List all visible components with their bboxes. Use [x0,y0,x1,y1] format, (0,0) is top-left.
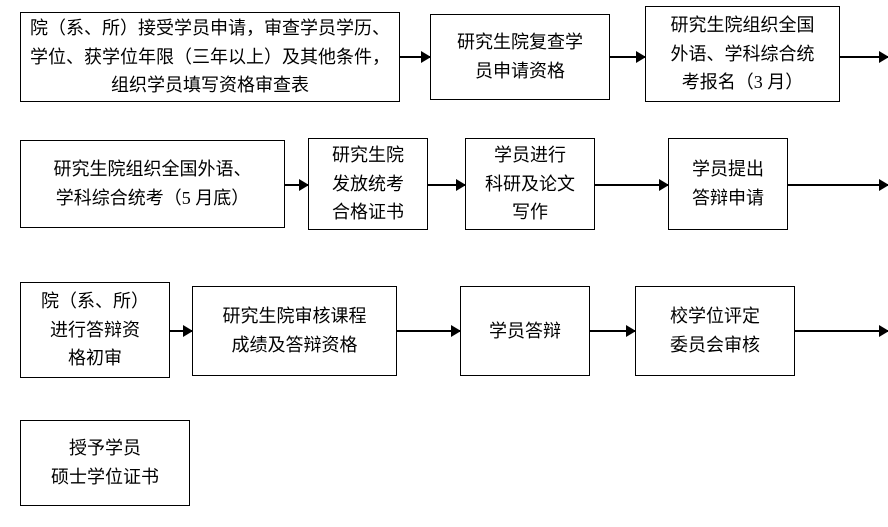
flowchart-node-text: 学员答辩 [481,311,569,352]
flowchart-node: 学员提出 答辩申请 [668,138,788,230]
flowchart-node-text: 研究生院复查学 员申请资格 [449,22,591,92]
flowchart-arrow [170,330,192,332]
flowchart-arrow [795,330,888,332]
flowchart-node: 研究生院审核课程 成绩及答辩资格 [192,286,397,376]
flowchart-node-text: 院（系、所） 进行答辩资 格初审 [33,281,157,379]
flowchart-node-text: 院（系、所）接受学员申请，审查学员学历、学位、获学位年限（三年以上）及其他条件，… [21,8,399,106]
flowchart-arrow [428,184,465,186]
flowchart-node-text: 研究生院组织全国外语、 学科综合统考（5 月底） [46,149,260,219]
flowchart-node: 研究生院组织全国外语、 学科综合统考（5 月底） [20,140,285,228]
flowchart-node-text: 授予学员 硕士学位证书 [43,428,167,498]
flowchart-arrow [610,56,645,58]
flowchart-node: 研究生院组织全国 外语、学科综合统 考报名（3 月） [645,6,840,102]
flowchart-node-text: 研究生院审核课程 成绩及答辩资格 [215,296,375,366]
flowchart-node-text: 学员进行 科研及论文 写作 [477,135,583,233]
flowchart-arrow [590,330,635,332]
flowchart-node: 学员进行 科研及论文 写作 [465,138,595,230]
flowchart-node: 学员答辩 [460,286,590,376]
flowchart-node: 研究生院 发放统考 合格证书 [308,138,428,230]
flowchart-node-text: 校学位评定 委员会审核 [662,296,768,366]
flowchart-node: 研究生院复查学 员申请资格 [430,14,610,100]
flowchart-node-text: 研究生院 发放统考 合格证书 [324,135,412,233]
flowchart-node: 授予学员 硕士学位证书 [20,420,190,506]
flowchart-node-text: 学员提出 答辩申请 [684,149,772,219]
flowchart-arrow [595,184,668,186]
flowchart-arrow [397,330,460,332]
flowchart-node: 校学位评定 委员会审核 [635,286,795,376]
flowchart-arrow [400,56,430,58]
flowchart-node: 院（系、所）接受学员申请，审查学员学历、学位、获学位年限（三年以上）及其他条件，… [20,12,400,102]
flowchart-arrow [788,184,888,186]
flowchart-node: 院（系、所） 进行答辩资 格初审 [20,282,170,378]
flowchart-arrow [285,184,308,186]
flowchart-node-text: 研究生院组织全国 外语、学科综合统 考报名（3 月） [663,5,823,103]
flowchart-arrow [840,56,888,58]
